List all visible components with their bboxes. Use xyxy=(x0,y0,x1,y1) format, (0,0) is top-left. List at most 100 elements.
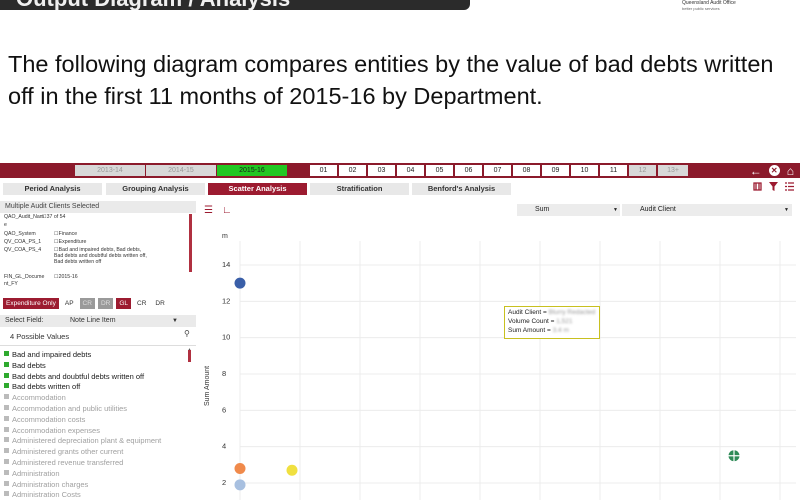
status-square-icon xyxy=(4,415,9,421)
filter-cr[interactable]: CR xyxy=(134,297,150,309)
list-icon[interactable] xyxy=(785,182,794,191)
tab-period-analysis[interactable]: Period Analysis xyxy=(3,183,102,195)
month-03[interactable]: 03 xyxy=(368,165,395,176)
clear-icon[interactable]: ✕ xyxy=(768,165,780,176)
list-item-label: Accommodation and public utilities xyxy=(12,403,128,413)
tooltip-value-client: Blurry Redacted xyxy=(548,309,596,316)
list-item[interactable]: Accommodation costs xyxy=(4,415,194,426)
list-item[interactable]: Bad and impaired debts xyxy=(4,350,194,361)
y-unit-label: m xyxy=(222,233,228,240)
list-item-label: Accommodation xyxy=(12,393,66,403)
month-04[interactable]: 04 xyxy=(397,165,424,176)
values-scrollbar[interactable] xyxy=(188,350,191,362)
chevron-down-icon: ▼ xyxy=(784,207,789,213)
measure-value: Sum xyxy=(535,206,550,213)
y-tick-label: 10 xyxy=(222,333,230,342)
selection-value: ☐Expenditure xyxy=(54,239,87,245)
list-item-label: Administration Costs xyxy=(12,490,81,500)
measure-dropdown[interactable]: Sum ▼ xyxy=(517,204,620,216)
year-2014-15[interactable]: 2014-15 xyxy=(146,165,216,176)
list-item[interactable]: Administered revenue transferred xyxy=(4,458,194,469)
filter-expenditure-only[interactable]: Expenditure Only xyxy=(3,297,59,309)
bookmark-icon[interactable] xyxy=(753,182,762,191)
filter-gl[interactable]: GL xyxy=(116,297,131,309)
filter-dr[interactable]: DR xyxy=(97,297,114,309)
list-item-label: Accommodation expenses xyxy=(12,425,100,435)
status-square-icon xyxy=(4,469,9,475)
chart-type-icon[interactable]: ∟ xyxy=(222,205,232,216)
list-item-label: Administered grants other current xyxy=(12,447,124,457)
tooltip-label-client: Audit Client = xyxy=(508,309,549,316)
tab-grouping-analysis[interactable]: Grouping Analysis xyxy=(106,183,205,195)
month-02[interactable]: 02 xyxy=(339,165,366,176)
left-panel: Multiple Audit Clients Selected QAO_Audi… xyxy=(0,201,198,500)
scatter-point xyxy=(234,277,246,289)
selection-value: ☐Bad and impaired debts, Bad debts, Bad … xyxy=(54,247,147,265)
list-item[interactable]: Bad debts xyxy=(4,361,194,372)
list-item[interactable]: Bad debts written off xyxy=(4,382,194,393)
list-item[interactable]: Administered grants other current xyxy=(4,447,194,458)
org-tagline: better public services xyxy=(682,6,720,11)
list-item[interactable]: Administration charges xyxy=(4,480,194,491)
y-tick-label: 12 xyxy=(222,296,230,305)
dimension-dropdown[interactable]: Audit Client ▼ xyxy=(622,204,792,216)
list-item-label: Administered depreciation plant & equipm… xyxy=(12,436,162,446)
month-07[interactable]: 07 xyxy=(484,165,511,176)
month-09[interactable]: 09 xyxy=(542,165,569,176)
tab-benford-s-analysis[interactable]: Benford's Analysis xyxy=(412,183,511,195)
status-square-icon xyxy=(4,426,9,432)
list-item[interactable]: Bad debts and doubtful debts written off xyxy=(4,372,194,383)
tab-scatter-analysis[interactable]: Scatter Analysis xyxy=(208,183,307,195)
y-axis-label: Sum Amount xyxy=(204,366,211,406)
search-icon[interactable]: ⚲ xyxy=(184,329,190,338)
filter-ap[interactable]: AP xyxy=(61,297,77,309)
select-field-row[interactable]: Select Field: Note Line Item ▼ xyxy=(0,315,196,327)
period-bar: 2013-14 2014-15 2015-16 01 02 03 04 05 06 07 08 09… xyxy=(0,163,800,178)
filter-icon[interactable] xyxy=(769,182,778,191)
list-item[interactable]: Accommodation expenses xyxy=(4,426,194,437)
status-square-icon xyxy=(4,351,9,356)
slide-title: Output Diagram / Analysis xyxy=(16,0,290,10)
status-square-icon xyxy=(4,361,9,367)
menu-icon[interactable]: ☰ xyxy=(204,205,213,216)
back-arrow-icon[interactable]: ← xyxy=(749,163,762,178)
chevron-down-icon: ▼ xyxy=(613,207,618,213)
tooltip-value-sum: 3.4 m xyxy=(552,327,569,334)
status-square-icon xyxy=(4,491,9,497)
month-12[interactable]: 12 xyxy=(629,165,656,176)
list-item[interactable]: Administered depreciation plant & equipm… xyxy=(4,436,194,447)
chart-panel: 2 4 6 8 10 12 14 m Sum Amount ☰ ∟ Sum ▼ Audit Cl… xyxy=(200,201,800,500)
status-square-icon xyxy=(4,437,9,443)
status-square-icon xyxy=(4,372,9,378)
chevron-down-icon[interactable]: ▼ xyxy=(172,318,178,324)
year-2015-16[interactable]: 2015-16 xyxy=(217,165,287,176)
filter-cr[interactable]: CR xyxy=(79,297,95,309)
selection-key: QV_COA_PS_1 xyxy=(4,239,42,245)
year-2013-14[interactable]: 2013-14 xyxy=(75,165,145,176)
intro-text: The following diagram compares entities … xyxy=(8,51,774,109)
org-name: Queensland Audit Office xyxy=(682,0,736,6)
filter-dr[interactable]: DR xyxy=(152,297,168,309)
list-item-label: Bad debts and doubtful debts written off xyxy=(12,371,145,381)
scatter-point xyxy=(234,479,246,491)
month-11[interactable]: 11 xyxy=(600,165,627,176)
qao-logo: Queensland Audit Office better public se… xyxy=(682,0,792,11)
scatter-chart: 2 4 6 8 10 12 14 m Sum Amount xyxy=(204,233,796,500)
home-icon[interactable]: ⌂ xyxy=(786,163,794,178)
list-item[interactable]: Administration xyxy=(4,469,194,480)
month-06[interactable]: 06 xyxy=(455,165,482,176)
month-01[interactable]: 01 xyxy=(310,165,337,176)
month-08[interactable]: 08 xyxy=(513,165,540,176)
month-10[interactable]: 10 xyxy=(571,165,598,176)
selection-key: FIN_GL_Docume xyxy=(4,274,45,280)
month-05[interactable]: 05 xyxy=(426,165,453,176)
tab-stratification[interactable]: Stratification xyxy=(310,183,409,195)
list-item[interactable]: Administration Costs xyxy=(4,490,194,501)
filter-buttons: Expenditure Only AP CR DR GL CR DR xyxy=(3,297,168,309)
list-item[interactable]: Accommodation and public utilities xyxy=(4,404,194,415)
selection-value: ☐37 of 54 xyxy=(42,214,66,220)
month-13+[interactable]: 13+ xyxy=(658,165,688,176)
select-field-value: Note Line Item xyxy=(70,317,116,324)
selection-scrollbar[interactable] xyxy=(189,214,192,272)
list-item[interactable]: Accommodation xyxy=(4,393,194,404)
